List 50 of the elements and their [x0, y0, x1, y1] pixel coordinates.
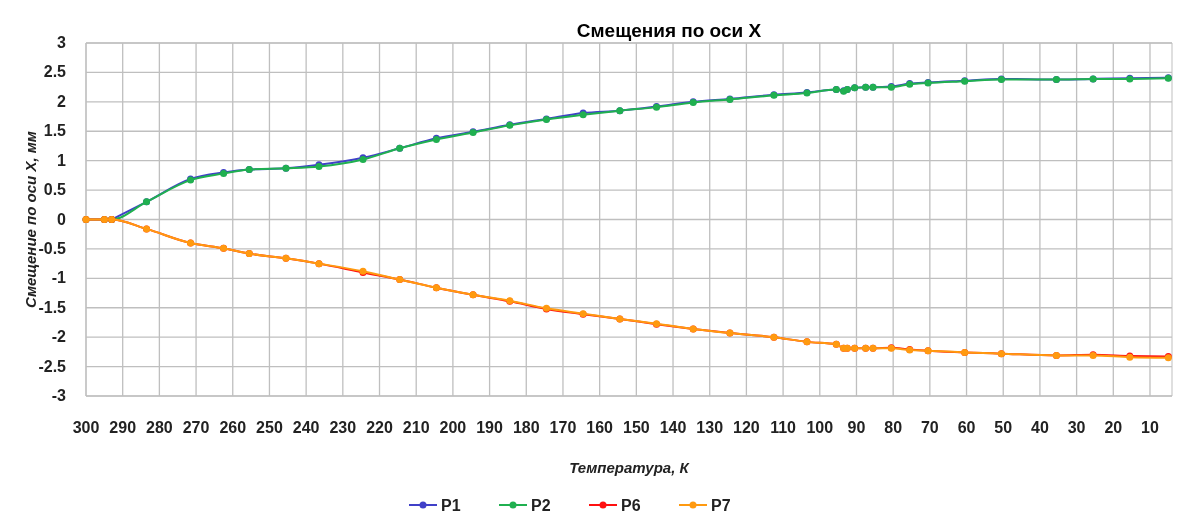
x-tick-label: 180 [512, 419, 540, 436]
legend-label: P1 [441, 497, 461, 514]
y-tick-label: -1 [51, 269, 67, 287]
legend-label: P6 [621, 497, 641, 514]
x-tick-label: 220 [366, 419, 393, 436]
y-tick-label: 0.5 [43, 181, 67, 199]
x-tick-label: 250 [256, 419, 283, 436]
x-tick-label: 260 [219, 419, 247, 436]
x-tick-label: 290 [109, 419, 137, 436]
x-tick-label: 170 [549, 419, 577, 436]
x-tick-label: 230 [329, 419, 357, 436]
y-tick-label: 1 [57, 151, 67, 169]
x-tick-label: 100 [806, 419, 834, 436]
x-tick-label: 10 [1141, 419, 1159, 436]
x-tick-label: 300 [72, 419, 100, 436]
y-tick-label: -2.5 [38, 357, 67, 375]
x-axis-title: Температура, К [569, 459, 691, 476]
legend-label: P7 [711, 497, 731, 514]
x-tick-label: 210 [402, 419, 430, 436]
x-tick-label: 150 [622, 419, 650, 436]
y-tick-label: 1.5 [43, 122, 67, 140]
x-tick-label: 40 [1031, 419, 1049, 436]
y-axis-title: Смещение по оси X, мм [22, 131, 39, 308]
chart-title: Смещения по оси X [576, 20, 762, 41]
x-tick-label: 110 [770, 419, 797, 436]
x-tick-label: 140 [659, 419, 687, 436]
x-tick-label: 270 [182, 419, 210, 436]
x-tick-label: 190 [476, 419, 504, 436]
x-tick-label: 200 [439, 419, 467, 436]
x-tick-label: 240 [292, 419, 320, 436]
x-tick-label: 60 [957, 419, 976, 436]
x-tick-label: 160 [586, 419, 614, 436]
y-tick-label: -0.5 [38, 239, 67, 257]
x-tick-label: 80 [884, 419, 903, 436]
y-tick-label: 0 [57, 210, 67, 228]
x-tick-label: 280 [146, 419, 173, 436]
x-tick-label: 120 [733, 419, 760, 436]
x-tick-label: 30 [1067, 419, 1086, 436]
x-tick-label: 20 [1104, 419, 1123, 436]
y-tick-label: 2 [57, 92, 67, 110]
x-tick-label: 70 [920, 419, 939, 436]
x-tick-label: 90 [847, 419, 866, 436]
legend-label: P2 [531, 497, 551, 514]
y-tick-label: -1.5 [38, 298, 67, 316]
x-tick-label: 50 [994, 419, 1013, 436]
y-tick-label: 3 [57, 34, 67, 51]
y-tick-label: -2 [51, 328, 67, 346]
y-tick-label: -3 [51, 387, 67, 404]
x-tick-label: 130 [696, 419, 724, 436]
y-tick-label: 2.5 [43, 63, 67, 81]
